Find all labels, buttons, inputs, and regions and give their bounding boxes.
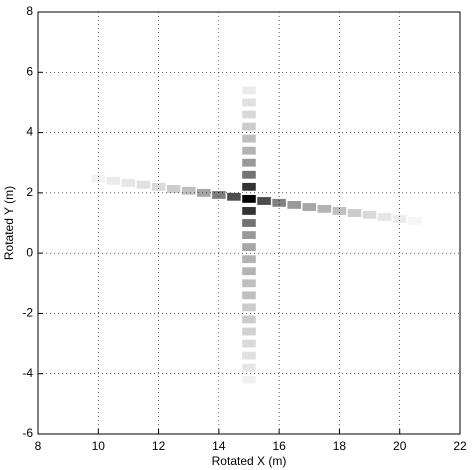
heat-cell — [392, 215, 407, 223]
heat-cell — [242, 194, 256, 203]
x-tick-label: 20 — [393, 439, 407, 453]
x-tick-label: 10 — [92, 439, 106, 453]
heat-cell — [197, 188, 211, 197]
y-tick-label: 4 — [26, 125, 33, 139]
x-tick-label: 18 — [333, 439, 347, 453]
heat-cell — [242, 207, 256, 215]
heat-cell — [242, 279, 256, 288]
heat-cell — [242, 363, 256, 372]
heat-cell — [242, 219, 256, 227]
heat-cell — [242, 134, 256, 143]
heat-cell — [242, 255, 256, 264]
heat-cell — [242, 146, 256, 155]
heat-cell — [242, 86, 256, 95]
heat-cell — [242, 291, 256, 300]
heat-cell — [242, 267, 256, 276]
y-tick-label: -6 — [22, 426, 33, 440]
heat-cell — [136, 180, 151, 189]
heat-cell — [377, 213, 392, 221]
heat-cell — [106, 176, 121, 185]
heat-cell — [362, 210, 377, 219]
heat-cell — [332, 207, 347, 215]
heat-cell — [242, 315, 256, 324]
heat-cell — [242, 231, 256, 239]
y-tick-label: 6 — [26, 64, 33, 78]
heat-cell — [242, 158, 256, 167]
heat-cell — [242, 339, 256, 348]
heat-cell — [242, 303, 256, 312]
heat-cell — [151, 182, 166, 191]
heat-cell — [242, 110, 256, 119]
x-axis-label: Rotated X (m) — [212, 454, 287, 468]
heat-cell — [287, 200, 301, 209]
heat-cell — [302, 203, 317, 211]
heat-cell — [347, 209, 362, 217]
heat-cell — [317, 204, 332, 213]
heat-cell — [166, 185, 181, 193]
y-tick-label: -2 — [22, 306, 33, 320]
x-tick-label: 22 — [453, 439, 467, 453]
y-tick-label: 8 — [26, 4, 33, 18]
heat-cell — [242, 182, 256, 191]
heat-cell — [242, 170, 256, 179]
heat-cell — [242, 351, 256, 360]
heat-cell — [242, 122, 256, 131]
x-tick-label: 8 — [35, 439, 42, 453]
heat-cell — [121, 178, 136, 187]
heat-cell — [91, 174, 106, 183]
heat-cell — [181, 186, 196, 195]
y-tick-label: -4 — [22, 366, 33, 380]
heat-cell — [242, 243, 256, 252]
heat-cell — [212, 191, 226, 199]
heat-cell — [257, 197, 271, 205]
y-tick-label: 0 — [26, 245, 33, 259]
heat-cell — [242, 375, 256, 384]
heat-cell — [408, 216, 422, 225]
heat-cell — [242, 98, 256, 107]
x-tick-label: 16 — [272, 439, 286, 453]
y-tick-label: 2 — [26, 185, 33, 199]
y-axis-label: Rotated Y (m) — [2, 186, 16, 260]
heat-cell — [242, 327, 256, 336]
heat-cell — [272, 198, 286, 207]
x-tick-label: 14 — [212, 439, 226, 453]
heat-cell — [227, 192, 241, 201]
x-tick-label: 12 — [152, 439, 166, 453]
plot-frame — [37, 11, 461, 435]
